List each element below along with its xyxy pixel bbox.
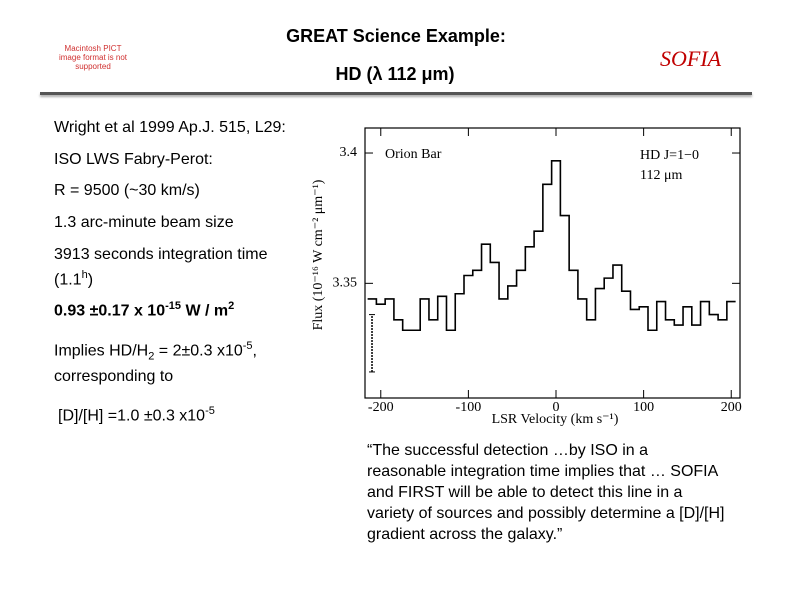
bullet-item: [D]/[H] =1.0 ±0.3 x10-5 — [58, 401, 215, 426]
x-axis-label: LSR Velocity (km s⁻¹) — [492, 412, 619, 427]
text-part: Implies HD/H — [54, 342, 149, 360]
brand: SOFIA — [660, 46, 722, 71]
text-part: 0.93 ±0.17 x 10 — [54, 302, 166, 320]
text-part: [D]/[H] =1.0 ±0.3 x10 — [58, 407, 206, 425]
spectrum-line — [367, 160, 736, 332]
text-part: 3913 seconds integration time (1.1 — [54, 246, 268, 289]
annotation: 112 μm — [640, 168, 682, 183]
logo-placeholder: Macintosh PICT image format is not suppo… — [58, 44, 128, 71]
bullet-item: 1.3 arc-minute beam size — [54, 213, 234, 233]
text-part: 2 — [228, 300, 235, 312]
y-tick-label: 3.4 — [340, 145, 358, 160]
text-part: W / m — [181, 302, 229, 320]
y-axis-label: Flux (10⁻¹⁶ W cm⁻² μm⁻¹) — [311, 179, 326, 330]
quote: “The successful detection …by ISO in a r… — [367, 442, 725, 543]
text-part: -15 — [165, 300, 181, 312]
text-part: = 2±0.3 x10 — [154, 342, 243, 360]
bullet-item: ISO LWS Fabry-Perot: — [54, 150, 213, 170]
text-part: 2 — [148, 350, 155, 363]
bullet-item: Implies HD/H2 = 2±0.3 x10-5, correspondi… — [54, 336, 299, 387]
x-tick-label: 100 — [633, 400, 654, 415]
bullet-item: Wright et al 1999 Ap.J. 515, L29: — [54, 118, 286, 138]
text-part: , corresponding to — [54, 342, 257, 385]
text-part: 1.3 arc-minute beam size — [54, 214, 234, 231]
text-part: -5 — [205, 405, 215, 417]
x-tick-label: -200 — [368, 400, 394, 415]
text-part: ISO LWS Fabry-Perot: — [54, 151, 213, 168]
x-tick-label: 200 — [721, 400, 742, 415]
plot-frame — [364, 127, 741, 399]
y-tick-label: 3.35 — [333, 276, 358, 291]
text-part: h — [81, 269, 88, 281]
text-part: Wright et al 1999 Ap.J. 515, L29: — [54, 119, 286, 136]
header-rule — [40, 92, 752, 95]
annotation: HD J=1−0 — [640, 148, 699, 163]
text-part: R = 9500 (~30 km/s) — [54, 182, 200, 199]
slide-title: GREAT Science Example: — [286, 26, 506, 46]
bullet-item: 0.93 ±0.17 x 10-15 W / m2 — [54, 296, 234, 321]
bullet-item: R = 9500 (~30 km/s) — [54, 181, 200, 201]
slide-subtitle: HD (λ 112 μm) — [335, 64, 455, 84]
x-tick-label: 0 — [553, 400, 560, 415]
text-part: ) — [87, 271, 94, 289]
bullet-item: 3913 seconds integration time (1.1h) — [54, 245, 299, 290]
x-tick-label: -100 — [456, 400, 482, 415]
text-part: -5 — [242, 340, 253, 352]
annotation: Orion Bar — [385, 147, 442, 162]
